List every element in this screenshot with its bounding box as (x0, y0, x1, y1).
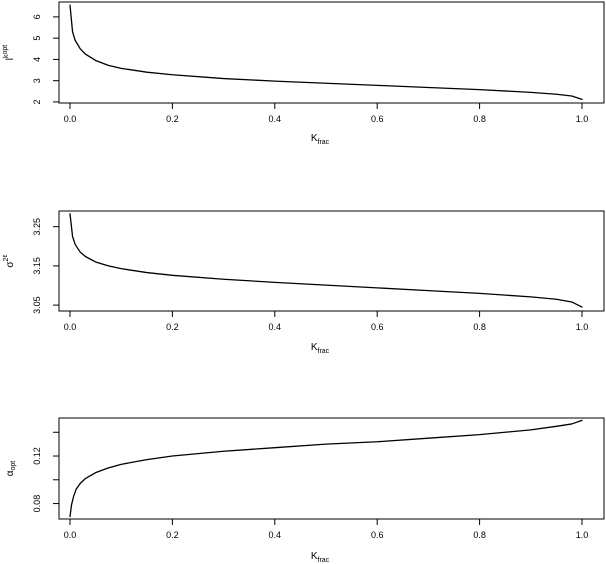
x-tick-label-2-1: 0.2 (166, 322, 179, 332)
y-axis-label-2: σ2ε (2, 254, 16, 267)
y-tick-label-2-1: 3.15 (32, 257, 42, 275)
y-axis-label-1: lkopt (2, 45, 16, 61)
y-tick-label-3-0: 0.08 (32, 495, 42, 513)
x-tick-label-2-5: 1.0 (576, 322, 589, 332)
x-tick-label-3-5: 1.0 (576, 530, 589, 540)
plot-frame-2 (58, 210, 605, 312)
x-tick-label-3-2: 0.4 (269, 530, 282, 540)
x-axis-label-1: Kfrac (311, 133, 330, 146)
x-tick-label-3-3: 0.6 (371, 530, 384, 540)
x-tick-label-2-4: 0.8 (473, 322, 486, 332)
x-tick-label-1-0: 0.0 (64, 114, 77, 124)
y-tick-label-1-4: 6 (32, 14, 42, 19)
chart-panel-1: 0.0 0.2 0.4 0.6 0.8 1.0 2 3 4 5 6 Kfrac lkopt (2, 1, 605, 146)
x-tick-label-3-4: 0.8 (473, 530, 486, 540)
x-tick-label-2-0: 0.0 (64, 322, 77, 332)
y-axis-label-3: αopt (5, 461, 17, 477)
x-tick-label-1-4: 0.8 (473, 114, 486, 124)
x-tick-label-1-5: 1.0 (576, 114, 589, 124)
x-tick-label-3-1: 0.2 (166, 530, 179, 540)
series-line-3-0 (69, 419, 583, 518)
y-tick-label-2-0: 3.05 (32, 296, 42, 314)
y-tick-label-1-1: 3 (32, 78, 42, 83)
x-tick-label-3-0: 0.0 (64, 530, 77, 540)
y-tick-label-1-0: 2 (32, 99, 42, 104)
x-tick-label-1-2: 0.4 (269, 114, 282, 124)
x-axis-label-2: Kfrac (311, 342, 330, 355)
x-tick-label-1-1: 0.2 (166, 114, 179, 124)
x-tick-label-1-3: 0.6 (371, 114, 384, 124)
chart-panel-2: 0.0 0.2 0.4 0.6 0.8 1.0 3.05 3.15 3.25 Kfrac σ2ε (2, 210, 605, 355)
y-tick-label-3-2: 0.12 (32, 447, 42, 465)
x-tick-label-2-2: 0.4 (269, 322, 282, 332)
series-line-2-0 (69, 213, 583, 308)
y-tick-label-2-2: 3.25 (32, 218, 42, 236)
x-axis-label-3: Kfrac (311, 551, 330, 564)
plot-frame-3 (58, 417, 605, 520)
series-line-1-0 (69, 4, 583, 101)
x-tick-label-2-3: 0.6 (371, 322, 384, 332)
y-tick-label-1-2: 4 (32, 57, 42, 62)
plot-frame-1 (58, 1, 605, 104)
chart-panel-3: 0.0 0.2 0.4 0.6 0.8 1.0 0.08 0.12 Kfrac αopt (5, 417, 605, 564)
y-tick-label-1-3: 5 (32, 36, 42, 41)
